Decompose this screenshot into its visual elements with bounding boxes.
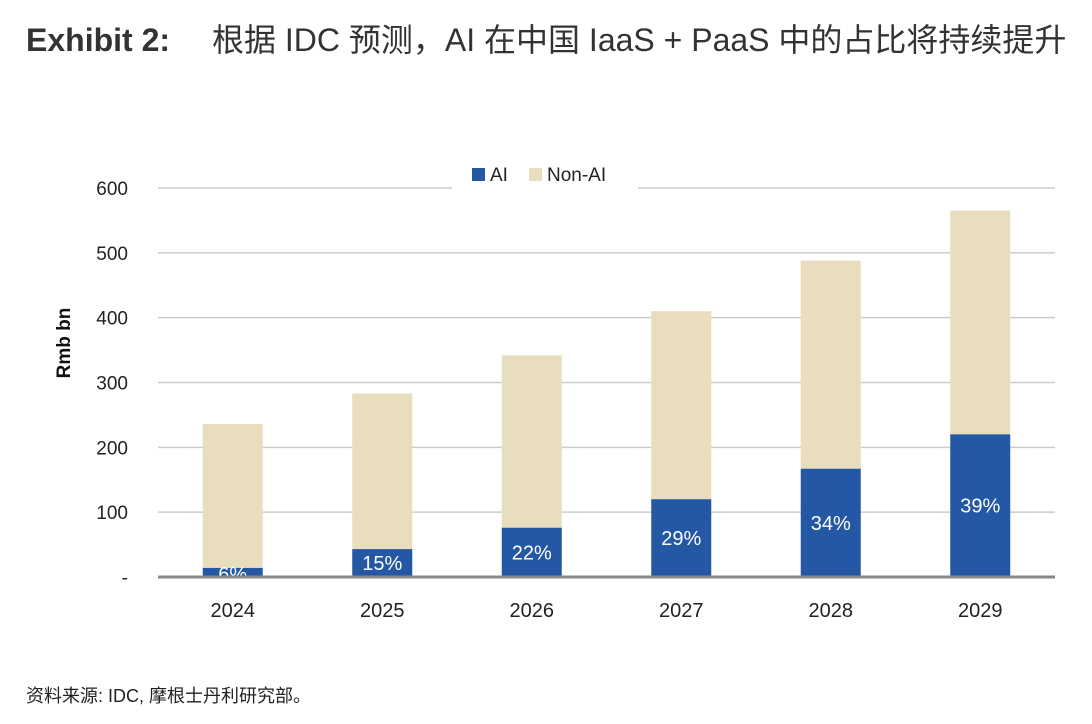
x-tick-label: 2028 (809, 600, 854, 622)
y-axis-label: Rmb bn (54, 308, 75, 379)
y-tick-label: 200 (96, 438, 128, 459)
y-tick-label: 400 (96, 309, 128, 330)
data-label: 39% (960, 496, 1000, 518)
bar-ai (202, 567, 263, 577)
x-tick-label: 2026 (510, 600, 555, 622)
bar-ai (352, 549, 413, 577)
x-tick-label: 2025 (360, 600, 405, 622)
y-tick-label: 300 (96, 374, 128, 395)
y-tick-label: 100 (96, 503, 128, 524)
data-label: 22% (512, 542, 552, 564)
y-tick-label: 600 (96, 179, 128, 200)
bar-non-ai (950, 210, 1011, 435)
bar-ai (950, 434, 1011, 577)
bar-non-ai (651, 311, 712, 500)
data-label: 29% (661, 528, 701, 550)
data-label: 6% (218, 564, 247, 586)
bar-ai (501, 527, 562, 577)
bar-non-ai (202, 423, 263, 568)
legend-label-ai: AI (490, 165, 508, 186)
bar-non-ai (352, 393, 413, 550)
x-tick-label: 2027 (659, 600, 704, 622)
y-tick-label: - (122, 568, 128, 589)
legend-swatch-ai (472, 168, 485, 181)
page-title: Exhibit 2: 根据 IDC 预测，AI 在中国 IaaS + PaaS 中… (26, 14, 1076, 66)
exhibit-label: Exhibit 2: (26, 22, 171, 58)
bar-ai (651, 499, 712, 577)
bar-non-ai (501, 355, 562, 528)
data-label: 15% (362, 553, 402, 575)
legend-label-non-ai: Non-AI (547, 165, 606, 186)
x-tick-label: 2029 (958, 600, 1003, 622)
bar-ai (800, 468, 861, 577)
data-label: 34% (811, 513, 851, 535)
x-tick-label: 2024 (211, 600, 256, 622)
bar-non-ai (800, 260, 861, 469)
title-text: 根据 IDC 预测，AI 在中国 IaaS + PaaS 中的占比将持续提升 (212, 22, 1067, 58)
legend-swatch-non-ai (529, 168, 542, 181)
y-tick-label: 500 (96, 244, 128, 265)
source-note: 资料来源: IDC, 摩根士丹利研究部。 (26, 686, 312, 706)
